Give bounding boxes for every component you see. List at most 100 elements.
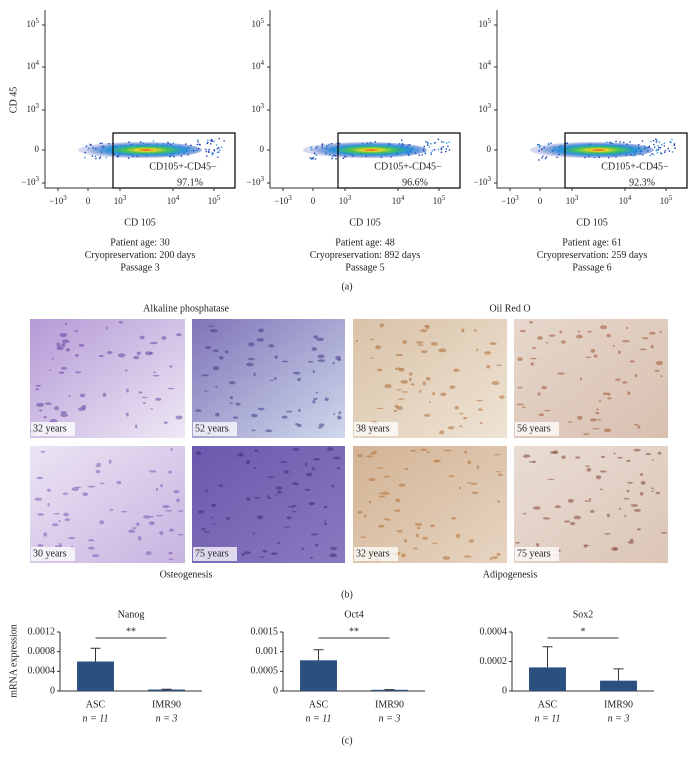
texture <box>422 382 426 386</box>
texture <box>165 510 172 511</box>
texture <box>371 339 374 341</box>
texture <box>168 559 174 560</box>
texture <box>395 367 402 370</box>
texture <box>600 470 607 472</box>
texture <box>48 503 50 507</box>
texture <box>92 554 99 557</box>
texture <box>433 460 438 462</box>
texture <box>213 523 216 524</box>
texture <box>397 530 403 533</box>
texture <box>274 377 277 380</box>
texture <box>449 385 455 389</box>
age-label: 52 years <box>195 423 229 434</box>
texture <box>476 349 478 352</box>
event-dot <box>205 151 207 153</box>
texture <box>36 388 39 390</box>
texture <box>312 400 315 403</box>
texture <box>244 551 251 554</box>
x-tick-label: ASC <box>309 699 329 710</box>
tick-label: −103 <box>274 194 292 206</box>
event-dot <box>432 150 434 152</box>
texture <box>587 331 592 333</box>
texture <box>253 532 255 534</box>
x-tick-label: ASC <box>86 699 106 710</box>
texture <box>459 426 463 427</box>
tick-exp: 3 <box>261 102 265 110</box>
texture <box>313 370 315 374</box>
texture <box>52 523 59 526</box>
texture <box>364 514 366 518</box>
texture <box>168 471 172 474</box>
event-dot <box>95 156 97 158</box>
texture <box>324 520 326 521</box>
texture <box>63 493 68 495</box>
texture <box>417 527 421 529</box>
tick-exp: 4 <box>488 59 492 67</box>
event-dot <box>208 150 210 152</box>
event-dot <box>212 153 214 155</box>
y-tick-label: 0.0002 <box>480 656 508 667</box>
texture <box>75 330 79 332</box>
micrograph <box>353 446 507 563</box>
texture <box>613 453 615 455</box>
texture <box>56 343 60 347</box>
significance: ** <box>126 626 136 637</box>
x-axis-label: CD 105 <box>576 217 607 228</box>
texture <box>577 416 582 420</box>
texture <box>396 389 402 390</box>
texture <box>198 510 204 513</box>
event-dot <box>223 140 225 142</box>
event-dot <box>217 152 219 154</box>
texture <box>401 553 406 557</box>
texture <box>638 425 641 428</box>
texture <box>536 543 539 547</box>
tick-exp: 5 <box>488 17 492 25</box>
texture <box>59 520 61 522</box>
texture <box>426 326 429 329</box>
texture <box>156 515 164 517</box>
texture <box>491 556 497 559</box>
texture <box>398 398 405 399</box>
tick-label: 104 <box>252 59 265 71</box>
error-bar <box>543 647 553 668</box>
texture <box>546 342 548 344</box>
texture <box>126 413 129 417</box>
texture <box>640 492 644 495</box>
texture <box>99 520 104 524</box>
texture <box>642 337 648 339</box>
texture <box>47 489 51 492</box>
tick-label: 104 <box>479 59 492 71</box>
texture <box>492 381 500 385</box>
tick-exp: 3 <box>36 102 40 110</box>
texture <box>377 467 384 469</box>
event-dot <box>674 147 676 149</box>
texture <box>162 505 169 508</box>
tick-exp: 5 <box>669 194 673 202</box>
texture <box>499 395 505 398</box>
event-dot <box>207 142 209 144</box>
texture <box>626 327 628 329</box>
texture <box>292 448 299 451</box>
tick-exp: 3 <box>63 194 67 202</box>
texture <box>539 413 545 416</box>
tick-label: 0 <box>35 144 40 154</box>
texture <box>660 375 663 376</box>
texture <box>626 490 629 493</box>
texture <box>584 500 591 501</box>
texture <box>531 362 534 365</box>
tick-label: 103 <box>566 194 579 206</box>
texture <box>422 537 428 540</box>
texture <box>637 528 641 530</box>
event-dot <box>445 151 447 153</box>
texture <box>520 330 526 332</box>
event-dot <box>401 139 403 141</box>
texture <box>75 371 81 373</box>
caption-line: Patient age: 48 <box>335 237 394 248</box>
tick-label: 0 <box>538 196 543 206</box>
texture <box>251 429 255 431</box>
texture <box>254 467 257 469</box>
texture <box>598 419 601 421</box>
texture <box>660 331 662 333</box>
event-dot <box>656 140 658 142</box>
texture <box>604 533 611 535</box>
